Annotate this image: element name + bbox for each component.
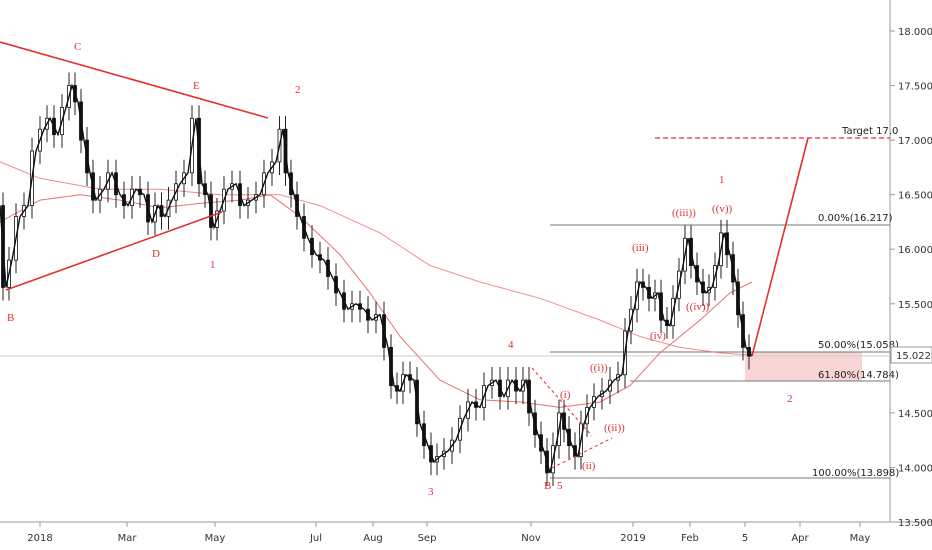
fib-label-100: 100.00%(13.898) [812,468,899,479]
wave-label-iii-double: ((iii)) [672,207,696,219]
wave-label-e: E [193,80,200,92]
price-tick-label: 14.500 [898,409,932,420]
price-tick-label: 16.000 [898,245,932,256]
time-tick-label: Apr [791,533,809,544]
price-tick-label: 16.500 [898,191,932,202]
wave-label-b-left: B [7,312,14,324]
time-tick-label: Mar [118,533,138,544]
wave-label-v-double: ((v)) [712,203,732,215]
wave-label-1-left: 1 [210,259,216,271]
wave-label-3: 3 [428,486,434,498]
wave-label-iv-double: ((iv)) [686,301,710,313]
time-tick-label: Aug [363,533,383,544]
wave-label-c: C [74,41,81,53]
wave-label-b-bottom: B [544,480,551,492]
time-axis-ticks: 2018 Mar May Jul Aug Sep Nov 2019 Feb 5 Apr May [27,522,870,544]
time-tick-label: May [850,533,871,544]
last-price-tag [890,346,932,364]
moving-average-slow [0,161,753,356]
wave-label-i-single: (i) [560,389,571,401]
time-tick-label: Sep [418,533,437,544]
wave-label-4: 4 [508,339,514,351]
wave-label-d: D [152,248,160,260]
time-tick-label: 2018 [27,533,52,544]
wave-label-2-top: 2 [295,84,301,96]
fib-label-618: 61.80%(14.784) [818,370,899,381]
triangle-upper-trendline [0,41,269,119]
fib-support-zone [745,352,862,381]
price-tick-label: 14.000 [898,463,932,474]
price-tick-label: 15.500 [898,300,932,311]
time-tick-label: 2019 [620,533,645,544]
time-tick-label: May [205,533,226,544]
price-tick-label: 17.500 [898,82,932,93]
wave-label-2-right: 2 [787,393,793,405]
price-series-line [0,83,753,474]
diagonal-lower-dashed [551,437,613,469]
wave-label-iv-single: (iv) [650,330,666,342]
price-candles [1,72,751,486]
wave-label-1-right: 1 [719,174,725,186]
time-tick-label: Feb [681,533,699,544]
price-tick-label: 13.500 [898,518,932,529]
wave-label-ii-double: ((ii)) [604,422,625,434]
fib-label-50: 50.00%(15.058) [818,340,899,351]
last-price-value: 15.022 [896,351,931,362]
wave-label-ii-single: (ii) [582,460,596,472]
wave-label-i-double: ((i)) [590,362,608,374]
price-tick-label: 18.000 [898,27,932,38]
time-tick-label: 5 [742,533,748,544]
fib-label-0: 0.00%(16.217) [818,213,893,224]
projection-path [751,137,809,357]
price-axis-ticks: 18.000 17.500 17.000 16.500 16.000 15.500 15.0… [890,27,932,529]
moving-average-fast [0,194,753,408]
triangle-lower-trendline [5,211,223,291]
target-label: Target 17.0 [841,126,898,137]
time-tick-label: Nov [521,533,541,544]
price-tick-label: 17.000 [898,136,932,147]
wave-label-5: 5 [557,480,563,492]
wave-label-iii-single: (iii) [632,242,649,254]
time-tick-label: Jul [309,533,322,544]
